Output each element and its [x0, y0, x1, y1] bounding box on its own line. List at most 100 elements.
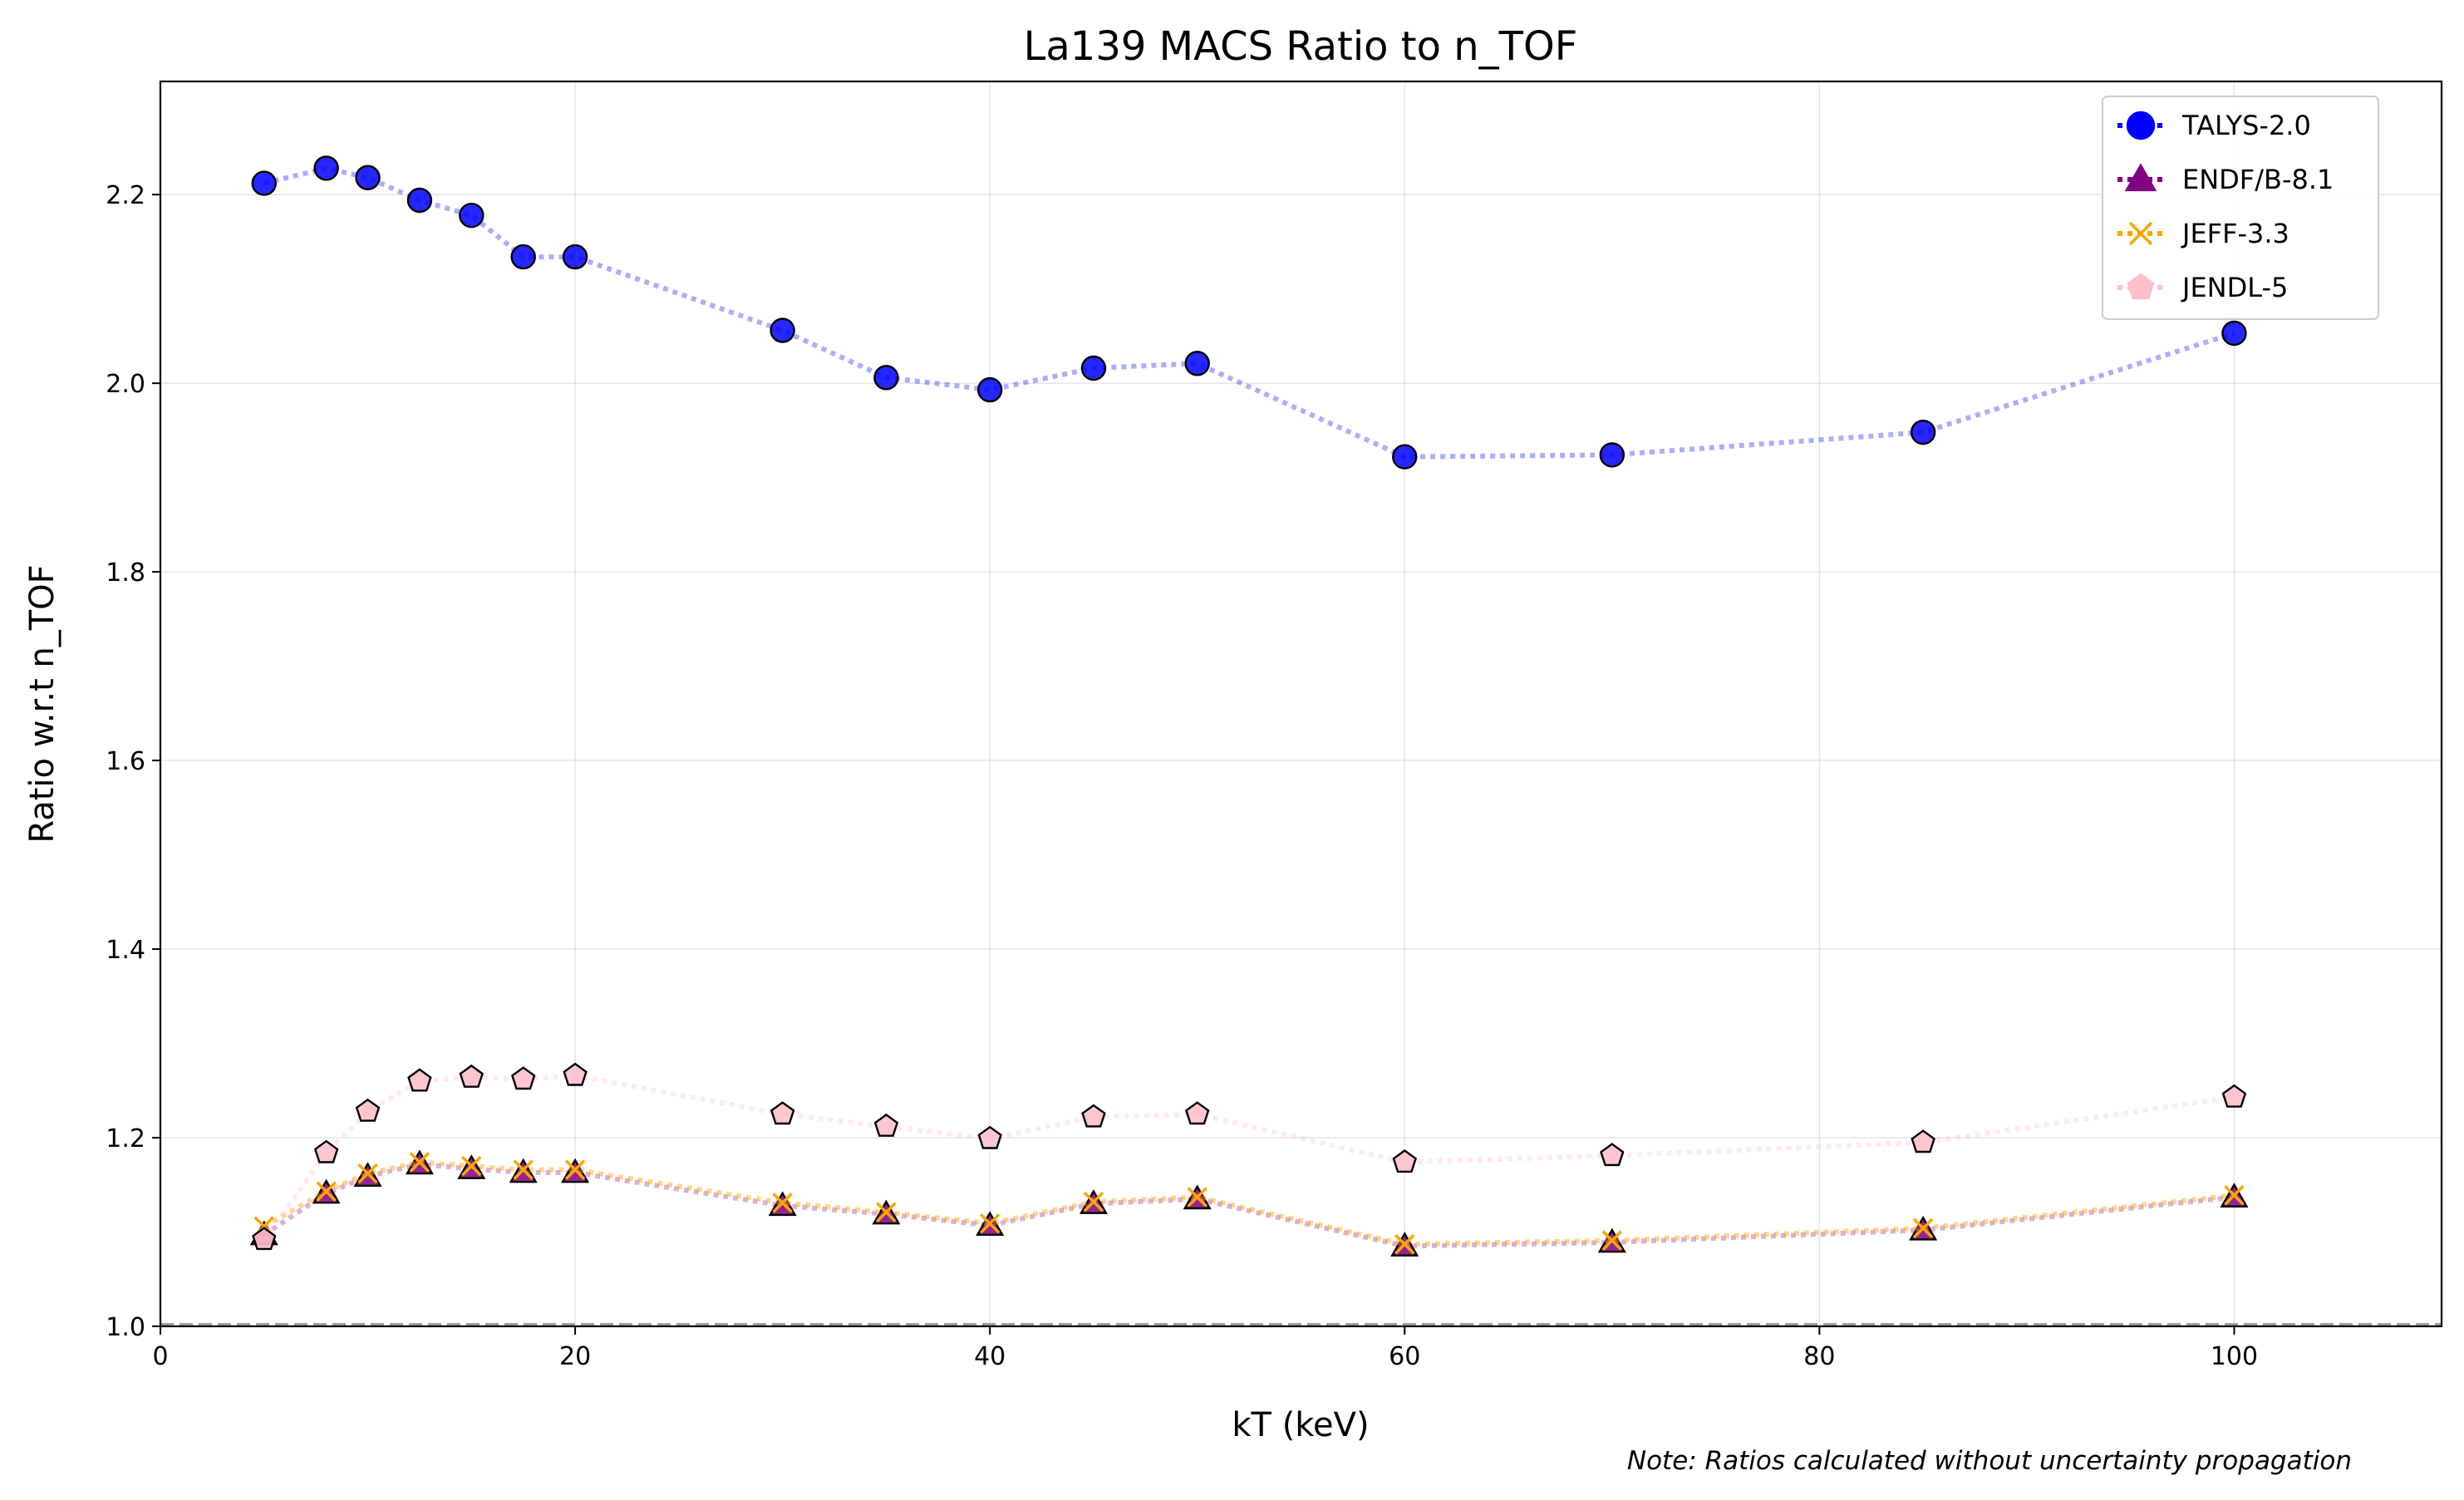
x-stroke	[1083, 1191, 1104, 1212]
data-point-circle	[406, 187, 433, 214]
data-point-circle	[1392, 444, 1418, 470]
data-point-pentagon	[355, 1098, 381, 1122]
x-axis-label: kT (keV)	[1232, 1406, 1369, 1444]
data-point-pentagon	[1081, 1104, 1106, 1128]
series-talys-2-0	[251, 155, 2247, 470]
y-tick-label: 2.0	[106, 370, 145, 399]
data-point-x	[979, 1213, 1001, 1234]
legend-box	[2102, 96, 2379, 320]
x-tick-label: 60	[1389, 1342, 1420, 1371]
data-point-circle	[770, 317, 795, 343]
x-stroke	[316, 1181, 337, 1202]
data-point-pentagon	[407, 1068, 432, 1092]
data-point-circle	[355, 165, 381, 190]
data-point-x	[409, 1152, 430, 1173]
series-line	[263, 165, 2235, 460]
series-line	[263, 1161, 2235, 1249]
data-point-pentagon	[1911, 1129, 1935, 1153]
data-point-pentagon	[1184, 1101, 1210, 1125]
data-point-triangle	[2124, 163, 2157, 192]
x-stroke	[876, 1202, 897, 1222]
x-stroke	[2128, 221, 2153, 246]
data-point-pentagon	[1600, 1143, 1625, 1167]
x-stroke	[1394, 1234, 1415, 1255]
data-point-pentagon	[563, 1062, 588, 1086]
data-point-circle	[2126, 111, 2156, 140]
data-point-pentagon	[2127, 273, 2155, 300]
data-point-circle	[873, 365, 899, 391]
data-point-circle	[251, 170, 277, 196]
series-line	[262, 1073, 2235, 1242]
data-point-circle	[510, 243, 536, 270]
x-tick-label: 0	[152, 1342, 168, 1371]
data-point-x	[2224, 1185, 2245, 1206]
x-stroke	[357, 1163, 378, 1184]
data-point-pentagon	[313, 1139, 339, 1163]
data-point-circle	[1184, 351, 1210, 376]
data-point-pentagon	[873, 1113, 899, 1137]
x-stroke	[409, 1152, 430, 1173]
plot-frame	[159, 80, 2443, 1328]
data-point-x	[564, 1159, 586, 1180]
legend-label: TALYS-2.0	[2181, 110, 2311, 141]
data-point-circle	[562, 243, 588, 270]
data-point-x	[1187, 1187, 1207, 1207]
x-tick-label: 20	[559, 1342, 591, 1371]
x-tick-label: 80	[1803, 1342, 1835, 1371]
data-point-x	[513, 1159, 534, 1180]
y-tick-label: 1.4	[106, 936, 145, 965]
legend-label: ENDF/B-8.1	[2182, 164, 2334, 195]
x-tick-label: 100	[2211, 1342, 2258, 1371]
x-stroke	[564, 1159, 586, 1180]
legend: TALYS-2.0 ENDF/B-8.1 JEFF-3.3 JENDL-5	[2102, 96, 2379, 320]
y-tick-label: 1.0	[106, 1313, 145, 1342]
data-point-pentagon	[1392, 1149, 1418, 1173]
series-line	[263, 1159, 2235, 1247]
chart-title: La139 MACS Ratio to n_TOF	[1024, 23, 1578, 70]
data-point-pentagon	[2221, 1084, 2247, 1108]
x-stroke	[1912, 1217, 1934, 1239]
data-point-circle	[459, 202, 484, 229]
data-point-circle	[1910, 419, 1936, 445]
x-stroke	[979, 1213, 1001, 1234]
legend-label: JENDL-5	[2181, 272, 2288, 303]
data-point-circle	[2221, 320, 2247, 347]
x-stroke	[513, 1159, 534, 1180]
x-stroke	[1187, 1187, 1207, 1207]
data-point-circle	[976, 376, 1003, 403]
data-point-circle	[1599, 442, 1625, 468]
x-stroke	[461, 1155, 482, 1177]
legend-label: JEFF-3.3	[2181, 218, 2289, 249]
legend-item: TALYS-2.0	[2117, 110, 2311, 141]
series-layer	[249, 155, 2249, 1257]
y-tick-label: 2.2	[106, 181, 145, 210]
series-jendl-5	[252, 1062, 2247, 1251]
data-point-x	[461, 1155, 482, 1177]
data-point-circle	[1080, 355, 1107, 381]
y-tick-label: 1.2	[106, 1124, 145, 1153]
y-tick-label: 1.8	[106, 558, 145, 588]
data-point-x	[1601, 1230, 1623, 1251]
data-point-pentagon	[770, 1101, 795, 1125]
data-point-x	[1912, 1217, 1934, 1239]
data-point-pentagon	[252, 1227, 277, 1251]
x-tick-label: 40	[974, 1342, 1006, 1371]
data-point-x	[2128, 221, 2153, 246]
data-point-pentagon	[510, 1066, 536, 1090]
x-stroke	[1601, 1230, 1623, 1251]
y-tick-label: 1.6	[106, 747, 145, 776]
data-point-x	[316, 1181, 337, 1202]
note-text: Note: Ratios calculated without uncertai…	[1627, 1446, 2352, 1476]
legend-item: JEFF-3.3	[2117, 218, 2289, 249]
data-point-x	[876, 1202, 897, 1222]
axes: 0 20 40 60 80 100 1.0 1.2 1.4 1.6 1.8 2.0 2.2	[106, 181, 2258, 1371]
legend-item: JENDL-5	[2117, 272, 2288, 303]
data-point-x	[1394, 1234, 1415, 1255]
data-point-circle	[313, 155, 339, 181]
x-stroke	[772, 1193, 793, 1213]
data-point-pentagon	[459, 1064, 484, 1088]
data-point-pentagon	[977, 1125, 1002, 1149]
data-point-x	[772, 1193, 793, 1213]
legend-item: ENDF/B-8.1	[2117, 163, 2334, 195]
